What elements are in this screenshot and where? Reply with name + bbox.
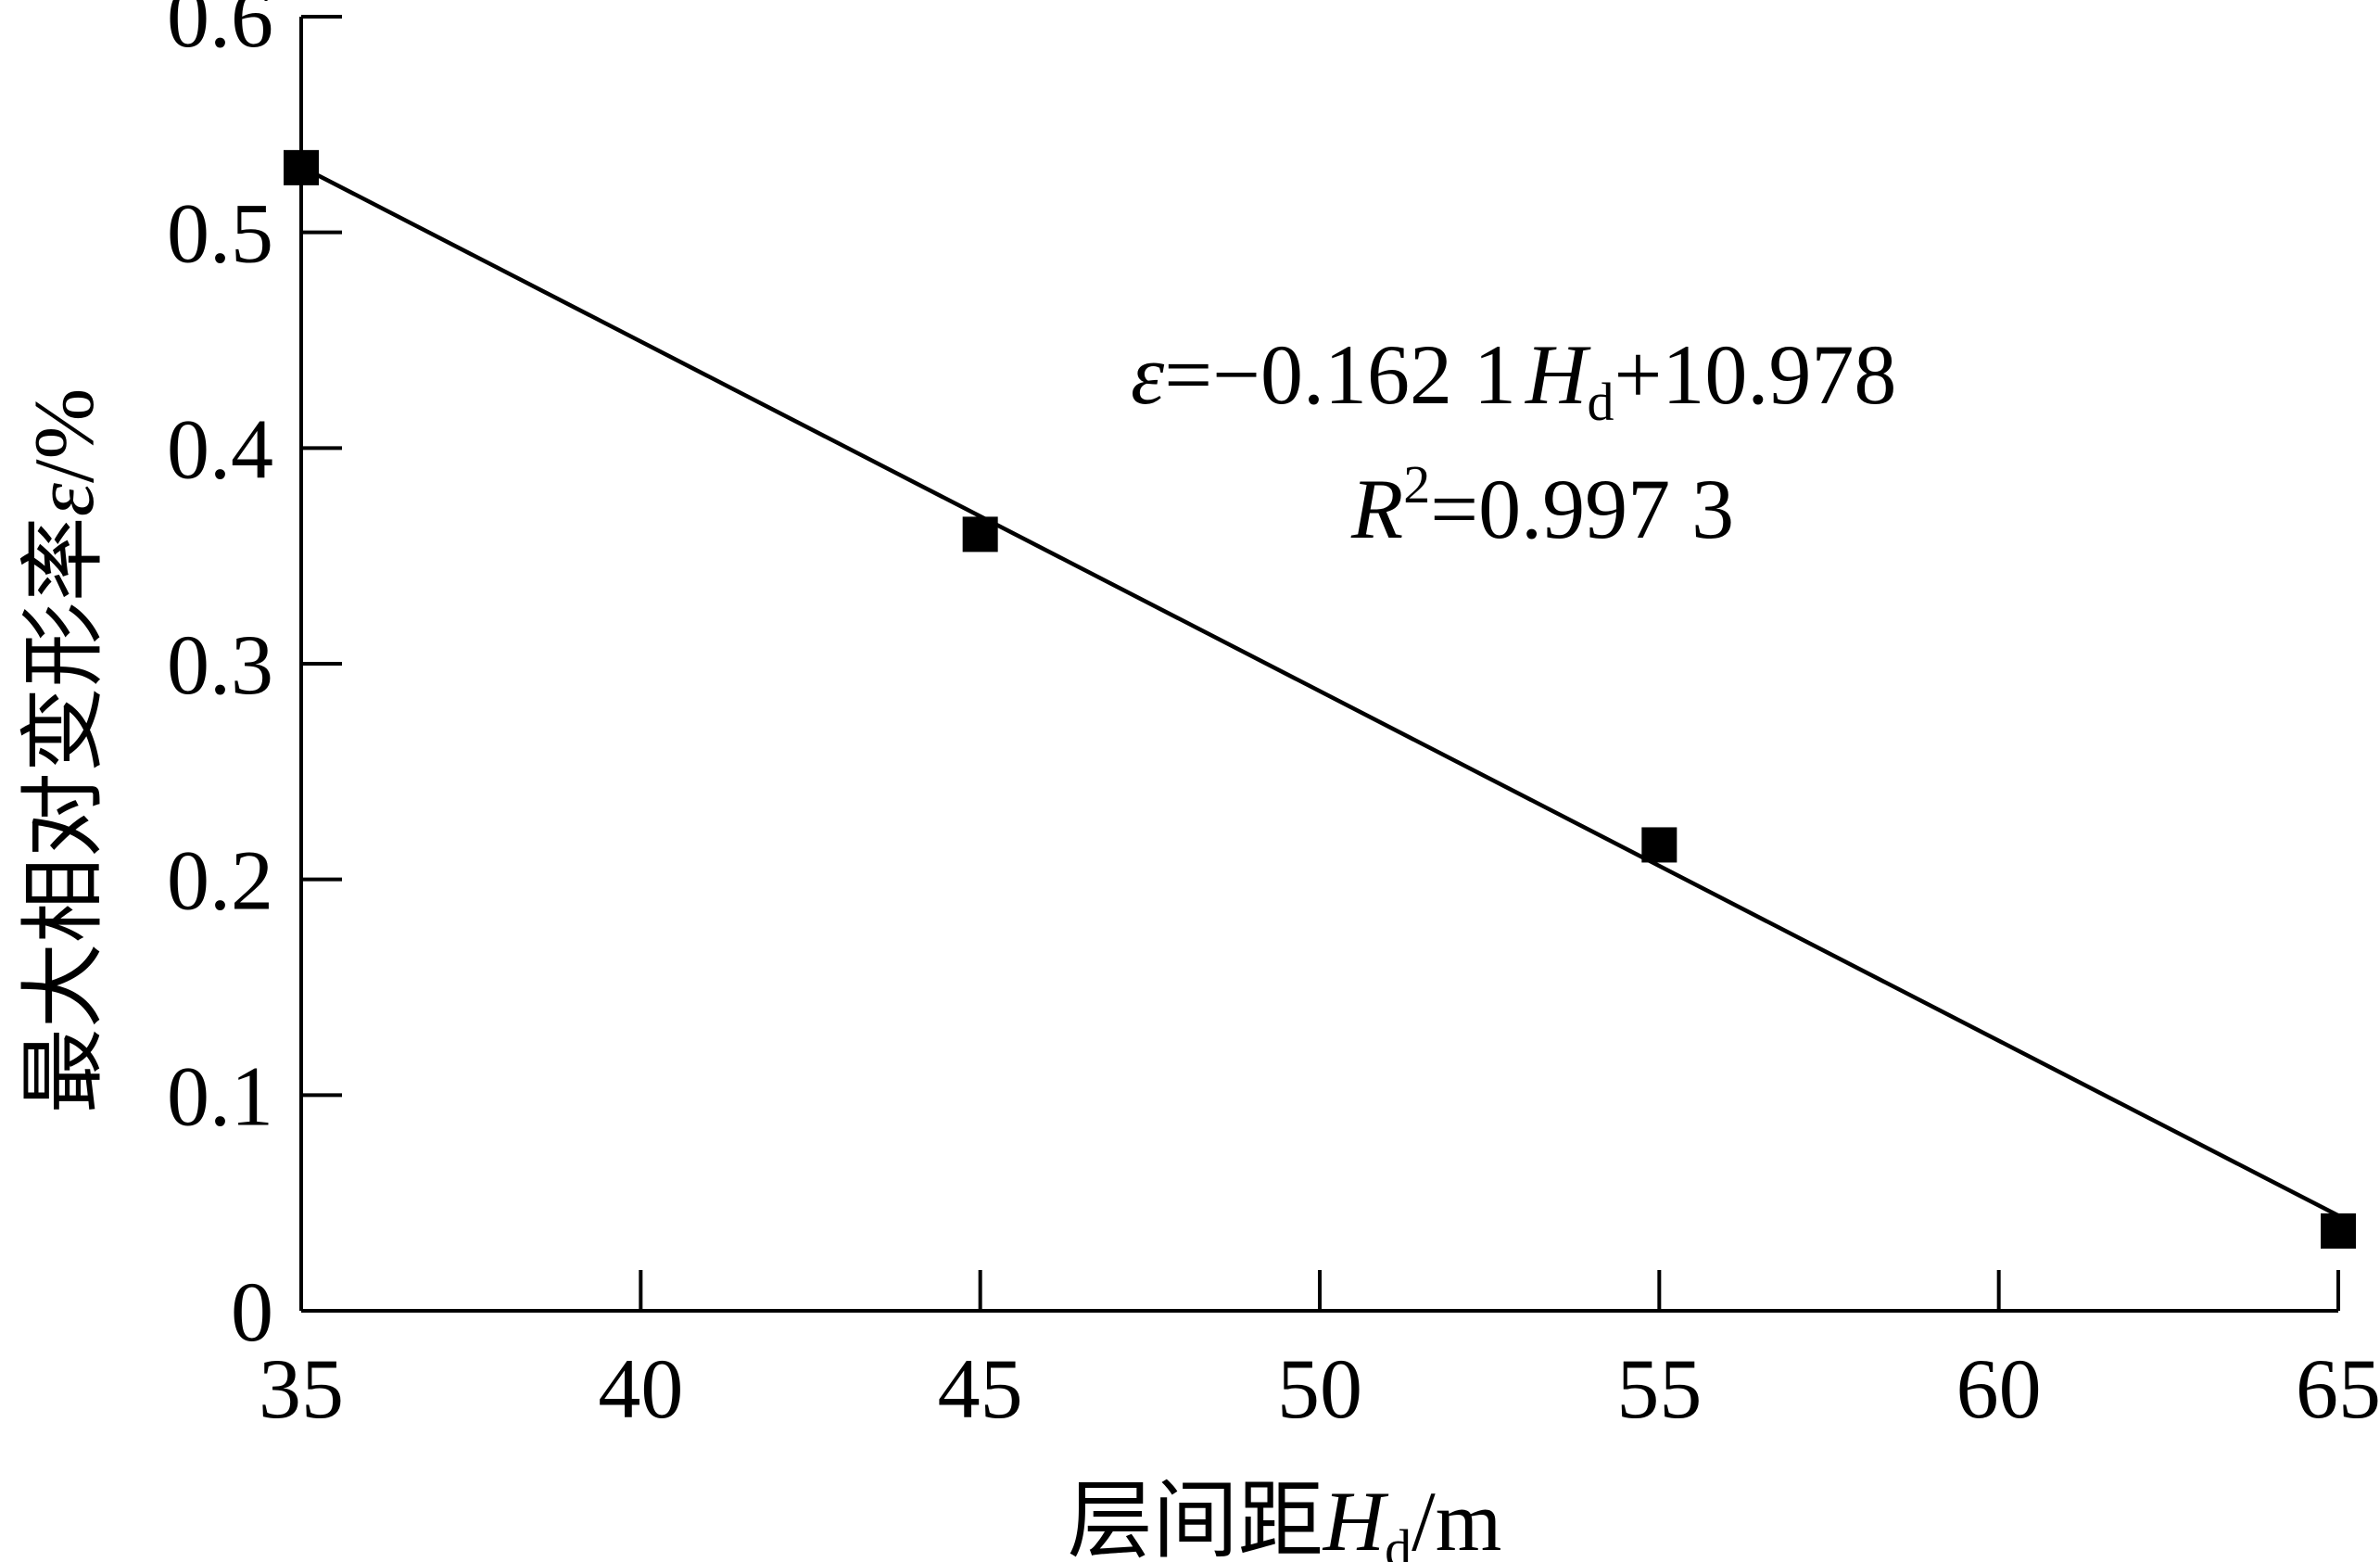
fit-equation: ε=−0.162 1 Hd+10.978 [1131,327,1896,432]
y-axis-title: 最大相对变形率ε/% [17,388,111,1113]
x-tick-label: 65 [2296,1341,2380,1436]
y-tick-label: 0.4 [167,401,273,496]
data-point [2321,1213,2356,1249]
y-ticks: 0 0.1 0.2 0.3 0.4 0.5 0.6 [167,0,342,1359]
y-tick-label: 0.1 [167,1048,273,1143]
data-point [1641,827,1677,863]
y-tick-label: 0.5 [167,186,273,281]
x-tick-label: 35 [259,1341,344,1436]
y-tick-label: 0.6 [167,0,273,65]
y-tick-label: 0 [231,1264,273,1359]
x-tick-label: 55 [1616,1341,1702,1436]
fit-line-group [299,164,2340,1218]
x-tick-label: 45 [938,1341,1023,1436]
y-tick-label: 0.2 [167,833,273,928]
axes [299,17,2338,1313]
fit-line [299,164,2340,1218]
x-tick-label: 40 [598,1341,683,1436]
data-point [962,516,998,552]
r-squared: R2=0.997 3 [1350,454,1734,556]
x-tick-label: 50 [1277,1341,1362,1436]
x-axis-title: 层间距Hd/m [1068,1474,1502,1562]
y-tick-label: 0.3 [167,617,273,712]
x-tick-label: 60 [1956,1341,2042,1436]
data-point [284,149,319,185]
x-ticks: 35 40 45 50 55 60 65 [259,1270,2380,1436]
data-points [284,149,2356,1249]
